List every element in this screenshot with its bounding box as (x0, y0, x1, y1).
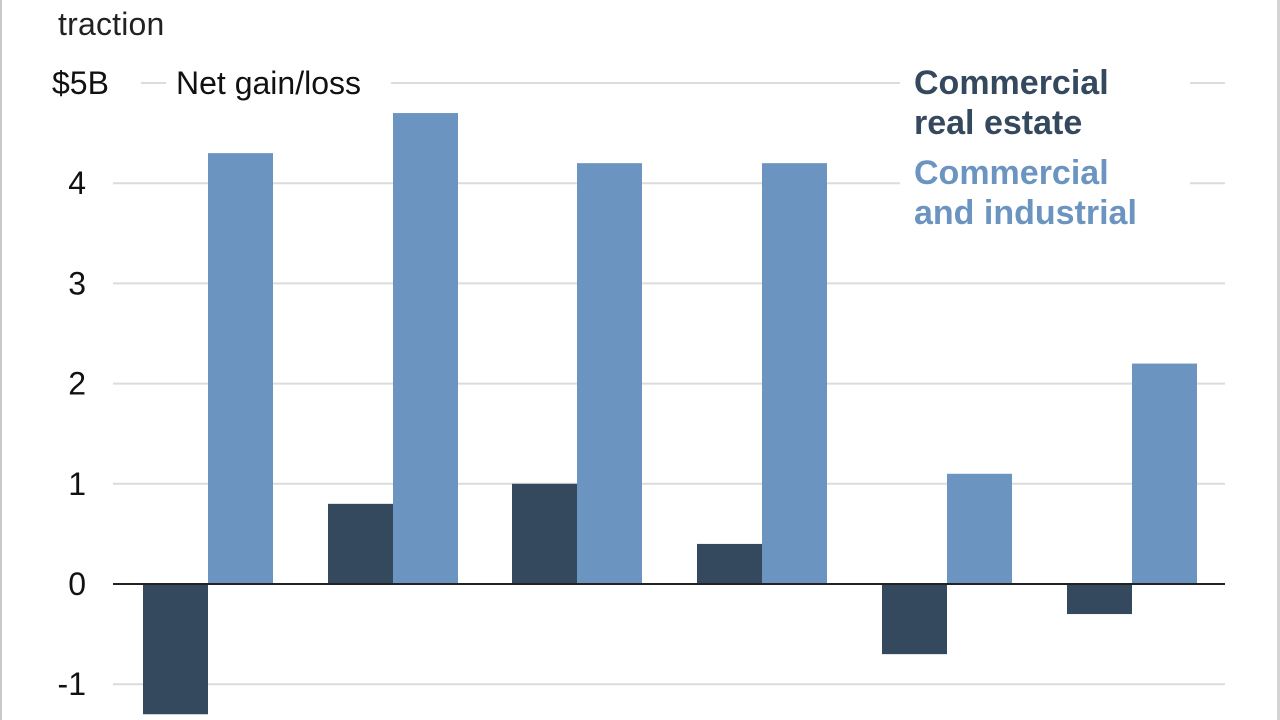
y-tick-label: -1 (58, 666, 86, 702)
bar-commercial-real-estate (512, 483, 577, 584)
bar-commercial-industrial (762, 163, 827, 584)
y-tick-label: $5B (52, 65, 109, 101)
left-border (0, 0, 2, 720)
bar-commercial-industrial (208, 153, 273, 584)
y-tick-label: 3 (68, 265, 86, 301)
legend-backing (900, 60, 1190, 236)
y-axis-label: Net gain/loss (176, 65, 361, 101)
y-tick-label: 1 (68, 466, 86, 502)
bar-commercial-real-estate (328, 503, 393, 584)
y-tick-label: 2 (68, 366, 86, 402)
bars (143, 113, 1197, 715)
y-tick-label: 4 (68, 165, 86, 201)
legend-commercial-industrial: Commercial (914, 154, 1109, 192)
bar-commercial-industrial (1132, 363, 1197, 584)
bar-commercial-real-estate (1067, 584, 1132, 615)
bar-commercial-real-estate (697, 543, 762, 584)
bar-commercial-real-estate (143, 584, 208, 715)
y-axis-ticks: $5B 4 3 2 1 0 -1 (52, 65, 109, 702)
legend-commercial-industrial: and industrial (914, 194, 1137, 232)
right-border (1277, 0, 1280, 720)
chart-title-fragment: traction (58, 6, 165, 42)
y-tick-label: 0 (68, 566, 86, 602)
y-axis-label-backing (166, 63, 391, 103)
legend-commercial-real-estate: real estate (914, 104, 1082, 142)
bar-commercial-real-estate (882, 584, 947, 655)
bar-commercial-industrial (577, 163, 642, 584)
bar-commercial-industrial (947, 473, 1012, 584)
bar-commercial-industrial (393, 113, 458, 584)
legend-commercial-real-estate: Commercial (914, 64, 1109, 102)
